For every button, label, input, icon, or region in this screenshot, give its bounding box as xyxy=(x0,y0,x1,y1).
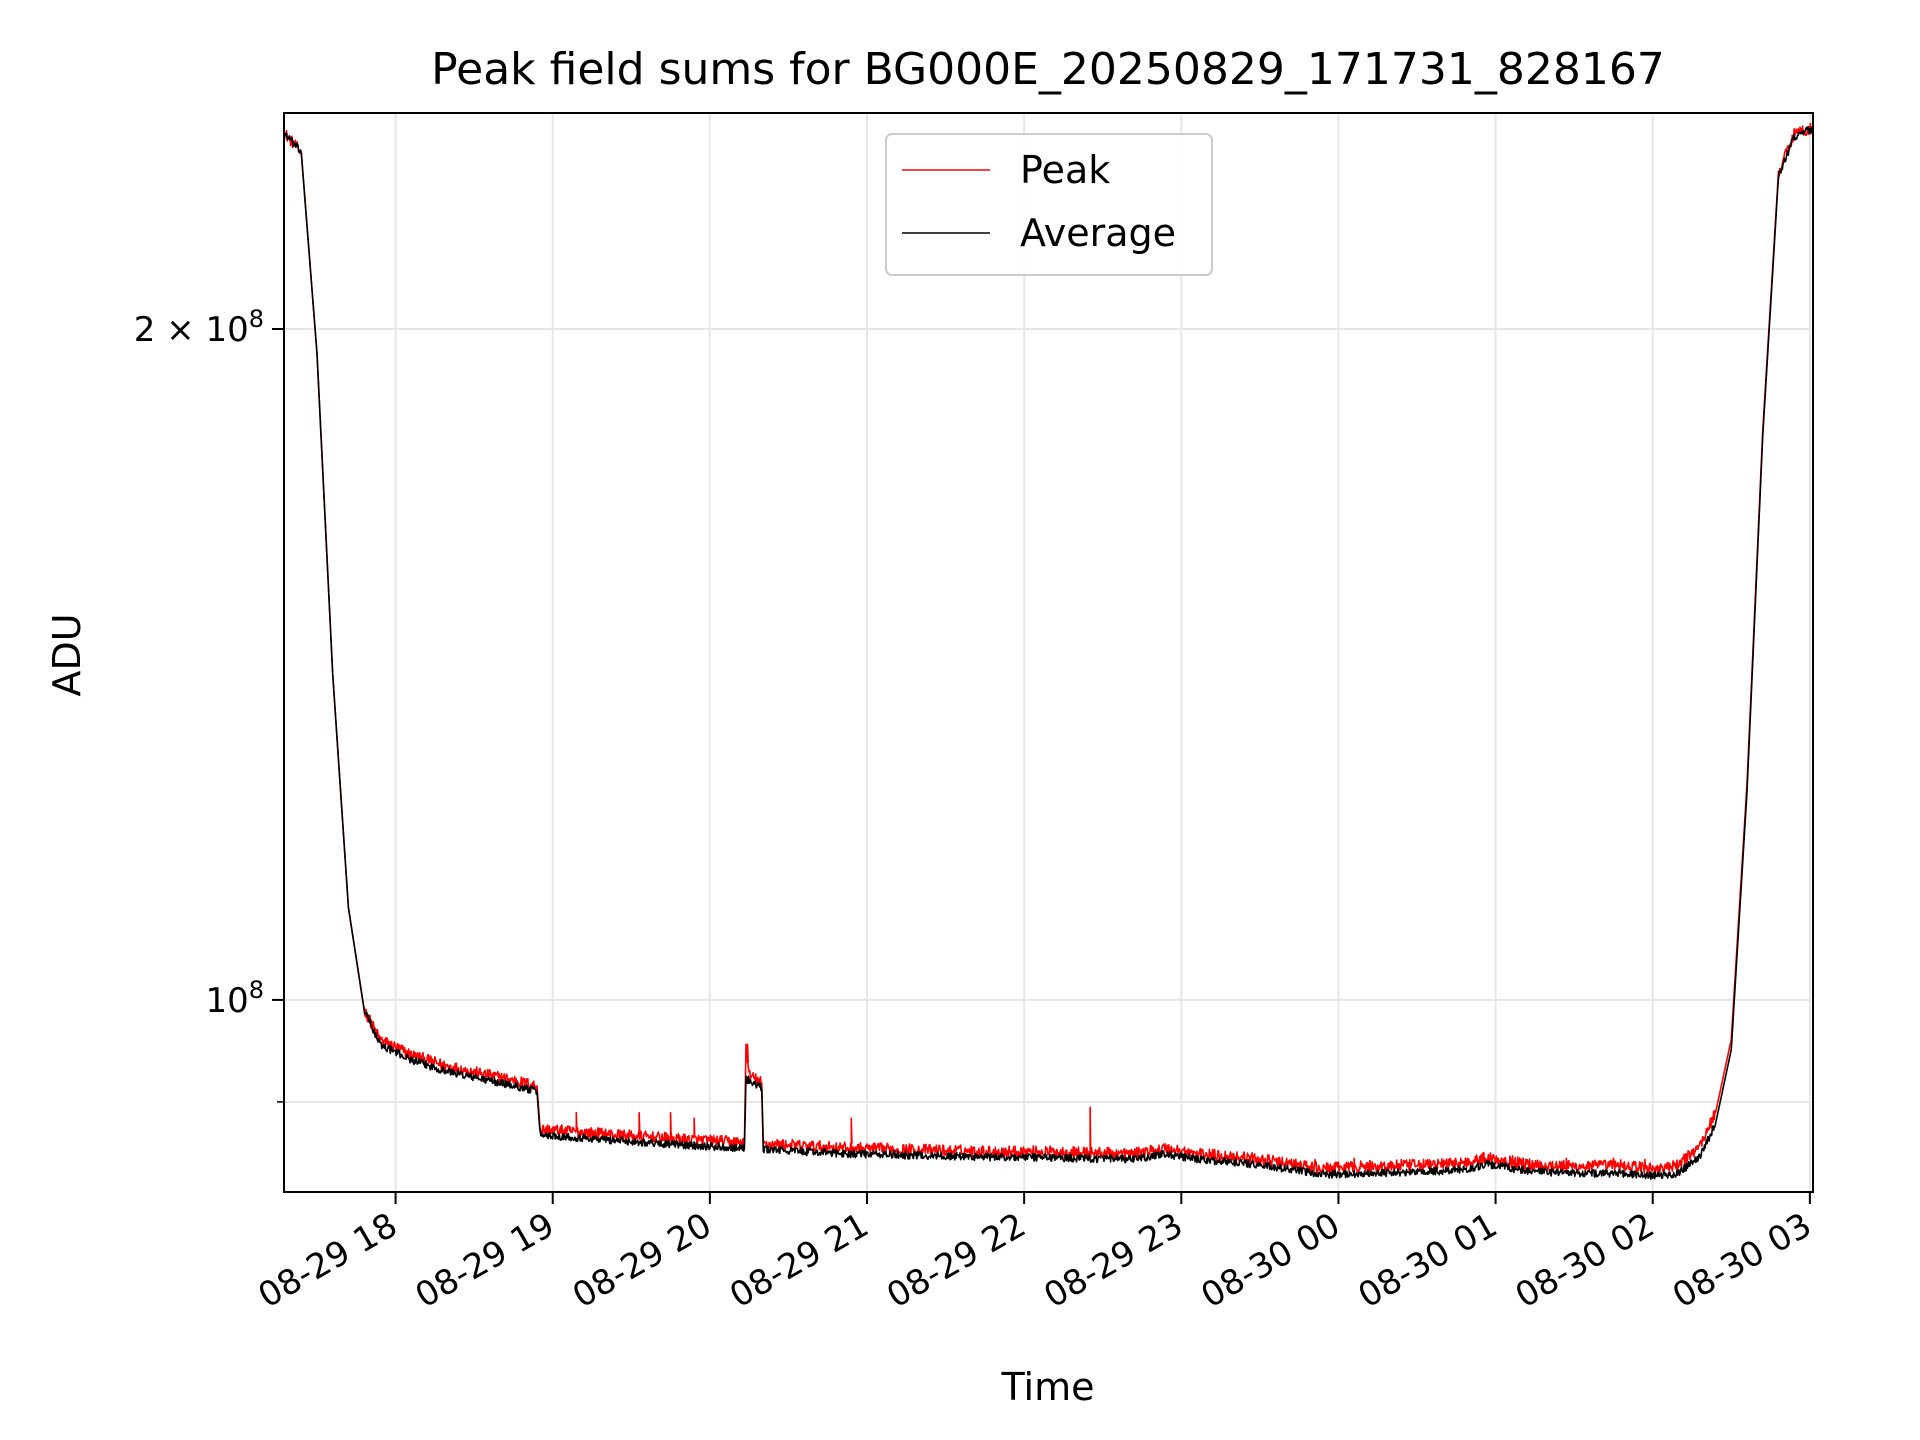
series-line-peak xyxy=(283,122,1814,1175)
legend-label-average: Average xyxy=(1020,211,1176,255)
grid xyxy=(284,113,1813,1192)
chart-title: Peak field sums for BG000E_20250829_1717… xyxy=(431,44,1665,95)
series-line-average xyxy=(283,125,1814,1180)
axis-ticks xyxy=(272,327,1811,1204)
plot-series xyxy=(283,122,1814,1180)
plot-frame xyxy=(283,112,1814,1193)
legend: Peak Average xyxy=(885,133,1213,276)
y-tick-label: 108 xyxy=(205,976,264,1021)
y-tick-label: 2 × 108 xyxy=(134,305,264,350)
legend-label-peak: Peak xyxy=(1020,148,1110,192)
x-axis-label: Time xyxy=(1001,1365,1095,1409)
y-axis-label: ADU xyxy=(45,613,89,696)
